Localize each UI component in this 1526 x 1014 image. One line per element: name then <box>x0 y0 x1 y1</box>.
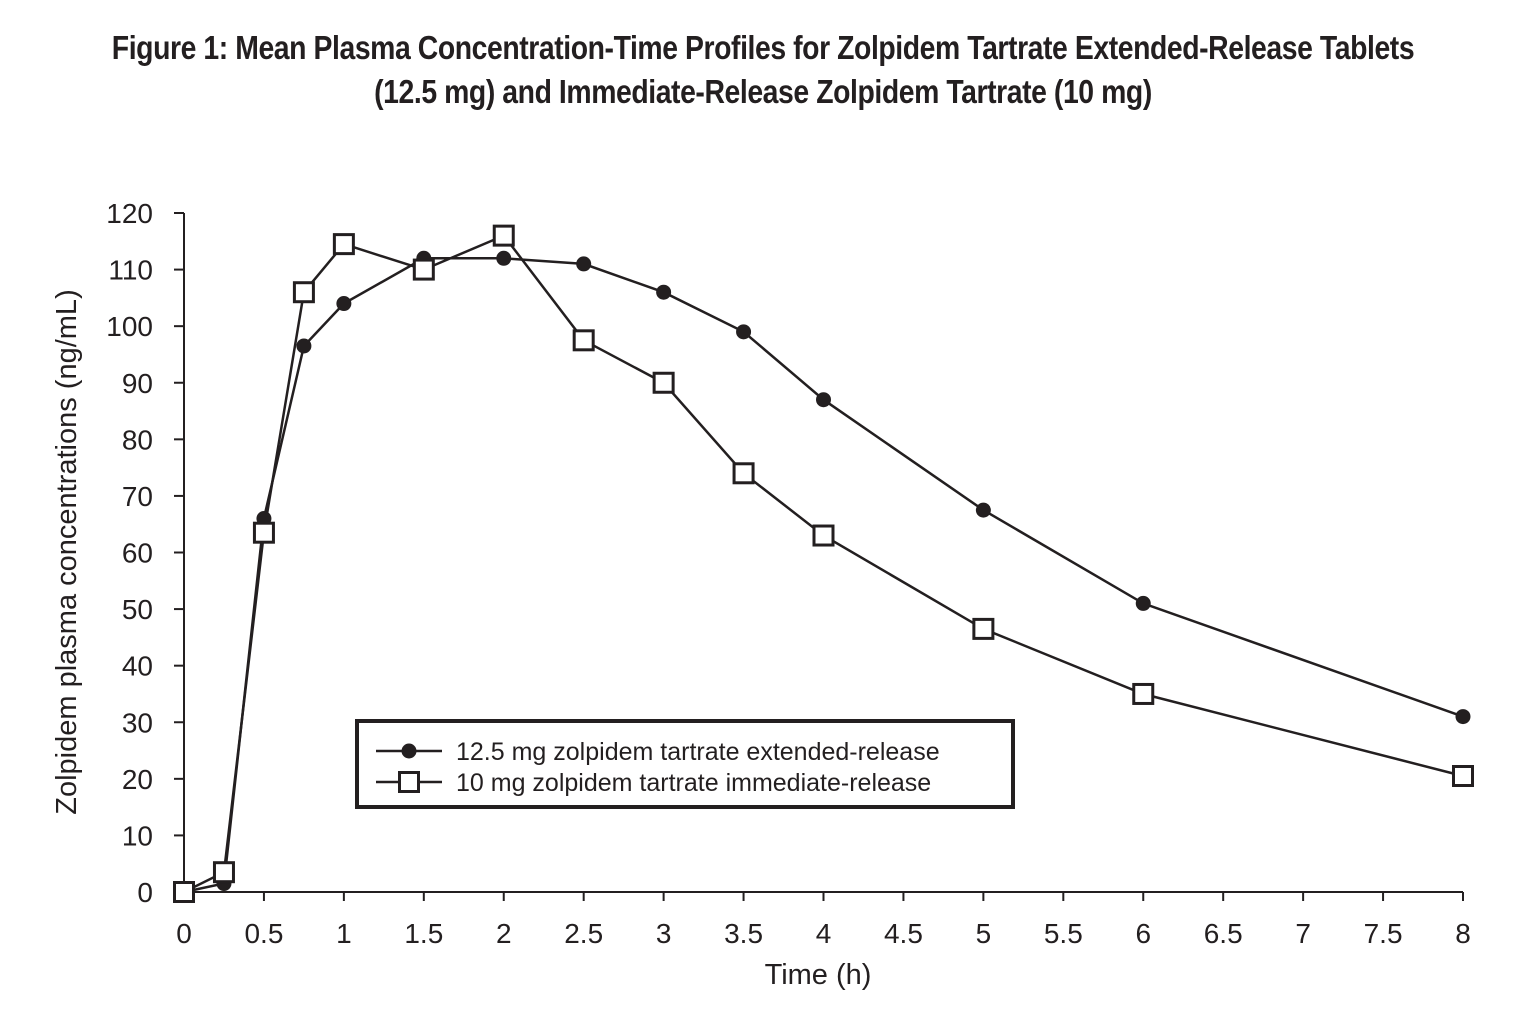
x-tick-label: 6 <box>1135 918 1151 949</box>
x-axis-label: Time (h) <box>765 959 872 991</box>
series-1-point <box>296 338 312 354</box>
x-tick-label: 0 <box>176 918 192 949</box>
x-tick-label: 1.5 <box>404 918 443 949</box>
series-2-point <box>412 258 435 281</box>
series-2-point <box>1132 682 1155 705</box>
y-tick-label: 20 <box>122 764 153 795</box>
series-1-point <box>736 324 752 340</box>
series-1-point <box>816 392 831 408</box>
series-2-point <box>972 617 995 640</box>
legend-marker-2 <box>398 771 420 793</box>
legend-label-2: 10 mg zolpidem tartrate immediate-releas… <box>456 769 931 797</box>
x-tick-label: 6.5 <box>1204 918 1243 949</box>
x-tick-label: 5.5 <box>1044 918 1083 949</box>
y-tick-label: 90 <box>122 368 153 399</box>
series-1-point <box>496 250 512 266</box>
x-tick-label: 3 <box>656 918 672 949</box>
series-1-point <box>336 296 352 312</box>
series-layer <box>173 224 1474 903</box>
legend: 12.5 mg zolpidem tartrate extended-relea… <box>355 719 1015 809</box>
y-tick-label: 80 <box>122 424 153 455</box>
chart-title: Figure 1: Mean Plasma Concentration-Time… <box>107 26 1419 114</box>
x-tick-label: 3.5 <box>724 918 763 949</box>
y-tick-label: 60 <box>122 538 153 569</box>
series-1-point <box>656 284 672 300</box>
series-2-point <box>212 861 235 884</box>
series-1-point <box>975 502 991 518</box>
chart-title-line-2: (12.5 mg) and Immediate-Release Zolpidem… <box>374 73 1152 110</box>
series-2-point <box>252 521 275 544</box>
x-tick-label: 1 <box>336 918 352 949</box>
x-tick-label: 2 <box>496 918 512 949</box>
chart-title-line-1: Figure 1: Mean Plasma Concentration-Time… <box>111 29 1415 66</box>
series-2-point <box>812 524 835 547</box>
series-2-point <box>572 329 595 352</box>
y-tick-label: 50 <box>122 594 153 625</box>
series-1-point <box>576 256 592 272</box>
x-tick-label: 0.5 <box>244 918 283 949</box>
x-tick-label: 4 <box>816 918 832 949</box>
series-2-point <box>292 281 315 304</box>
x-tick-label: 7 <box>1295 918 1311 949</box>
series-2 <box>183 234 1464 894</box>
y-tick-label: 100 <box>106 311 153 342</box>
y-tick-label: 0 <box>137 877 153 908</box>
series-1-point <box>1135 595 1151 611</box>
y-tick-label: 30 <box>122 707 153 738</box>
series-2-point <box>732 462 755 485</box>
legend-label-1: 12.5 mg zolpidem tartrate extended-relea… <box>456 738 940 766</box>
x-tick-label: 7.5 <box>1364 918 1403 949</box>
x-tick-label: 8 <box>1455 918 1471 949</box>
series-2-point <box>652 371 675 394</box>
x-tick-label: 4.5 <box>884 918 923 949</box>
series-2-point <box>332 233 355 256</box>
axes: 0 0.5 1 1.5 2 2.5 3 3.5 4 4.5 5 5.5 6 6.5 7 7.5 80102030… <box>106 198 1471 949</box>
y-tick-label: 70 <box>122 481 153 512</box>
series-2-point <box>492 224 515 247</box>
series-line-2 <box>183 234 1464 894</box>
y-tick-label: 120 <box>106 198 153 229</box>
legend-marker-1 <box>401 743 417 759</box>
x-tick-label: 5 <box>976 918 992 949</box>
series-2-point <box>173 881 195 903</box>
x-tick-label: 2.5 <box>564 918 603 949</box>
series-2-markers <box>173 224 1474 903</box>
series-1-point <box>1455 709 1471 725</box>
y-tick-label: 40 <box>122 651 153 682</box>
y-tick-label: 10 <box>122 820 153 851</box>
legend-box <box>355 719 1015 809</box>
y-tick-label: 110 <box>108 255 153 286</box>
y-axis-label: Zolpidem plasma concentrations (ng/mL) <box>51 289 83 814</box>
series-2-point <box>1452 765 1474 788</box>
